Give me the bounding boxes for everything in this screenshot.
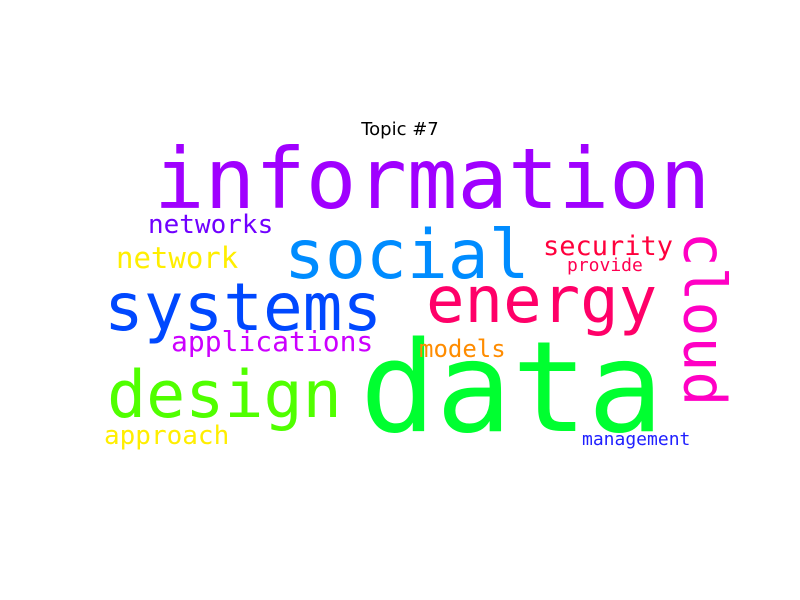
word-approach: approach — [104, 421, 230, 451]
word-social: social — [284, 216, 530, 295]
word-models: models — [419, 335, 506, 363]
word-energy: energy — [426, 264, 658, 338]
word-information: information — [154, 130, 711, 228]
figure-title: Topic #7 — [361, 119, 439, 140]
word-systems: systems — [104, 269, 383, 346]
word-management: management — [582, 429, 691, 450]
word-applications: applications — [171, 325, 374, 358]
word-security: security — [543, 231, 674, 262]
word-networks: networks — [148, 210, 274, 240]
word-design: design — [107, 358, 342, 433]
word-network: network — [116, 241, 239, 275]
word-provide: provide — [567, 255, 643, 276]
word-data: data — [360, 314, 664, 461]
word-cloud: cloud — [670, 231, 739, 407]
